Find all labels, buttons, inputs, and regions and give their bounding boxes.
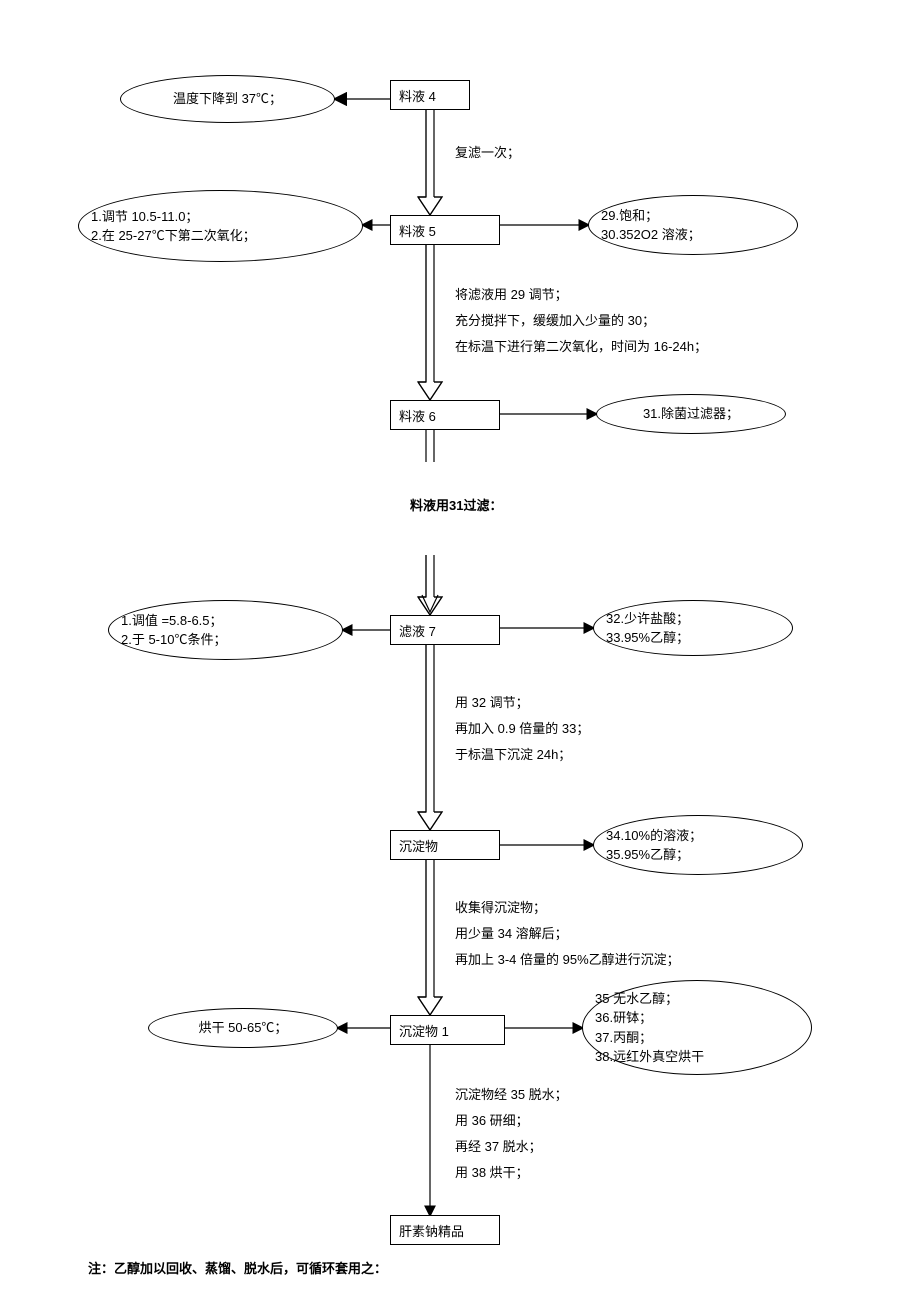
ellipse-cond-5: 1.调节 10.5-11.0；2.在 25-27℃下第二次氧化； [78, 190, 363, 262]
step-line: 复滤一次； [455, 140, 520, 166]
step-line: 再加上 3-4 倍量的 95%乙醇进行沉淀； [455, 947, 680, 973]
box-label: 料液 6 [399, 406, 436, 425]
ellipse-line: 38.远红外真空烘干 [595, 1047, 799, 1067]
step-line: 用少量 34 溶解后； [455, 921, 680, 947]
step-line: 将滤液用 29 调节； [455, 282, 707, 308]
step-line: 在标温下进行第二次氧化，时间为 16-24h； [455, 334, 707, 360]
ellipse-right-7: 32.少许盐酸；33.95%乙醇； [593, 600, 793, 656]
box-liquid-5: 料液 5 [390, 215, 500, 245]
step-line: 沉淀物经 35 脱水； [455, 1082, 568, 1108]
box-precip: 沉淀物 [390, 830, 500, 860]
step-7-8: 用 32 调节；再加入 0.9 倍量的 33；于标温下沉淀 24h； [455, 690, 589, 768]
ellipse-line: 35.95%乙醇； [606, 845, 790, 865]
ellipse-line: 29.饱和； [601, 206, 785, 226]
box-label: 料液 5 [399, 221, 436, 240]
step-line: 收集得沉淀物； [455, 895, 680, 921]
box-liquid-4: 料液 4 [390, 80, 470, 110]
ellipse-line: 31.除菌过滤器； [643, 404, 739, 424]
footnote: 注：乙醇加以回收、蒸馏、脱水后，可循环套用之： [88, 1258, 387, 1277]
ellipse-line: 2.于 5-10℃条件； [121, 630, 330, 650]
step-line: 再加入 0.9 倍量的 33； [455, 716, 589, 742]
step-line: 充分搅拌下，缓缓加入少量的 30； [455, 308, 707, 334]
ellipse-line: 37.丙酮； [595, 1028, 799, 1048]
ellipse-cond-9: 烘干 50-65℃； [148, 1008, 338, 1048]
ellipse-line: 32.少许盐酸； [606, 609, 780, 629]
ellipse-line: 30.352O2 溶液； [601, 225, 785, 245]
box-label: 滤液 7 [399, 621, 436, 640]
ellipse-line: 温度下降到 37℃； [173, 89, 282, 109]
ellipse-right-8: 34.10%的溶液；35.95%乙醇； [593, 815, 803, 875]
step-line: 用 36 研细； [455, 1108, 568, 1134]
step-4-5: 复滤一次； [455, 140, 520, 166]
ellipse-line: 35 无水乙醇； [595, 989, 799, 1009]
step-line: 用 38 烘干； [455, 1160, 568, 1186]
box-filtrate-7: 滤液 7 [390, 615, 500, 645]
ellipse-line: 1.调节 10.5-11.0； [91, 207, 350, 227]
step-5-6: 将滤液用 29 调节；充分搅拌下，缓缓加入少量的 30；在标温下进行第二次氧化，… [455, 282, 707, 360]
box-label: 肝素钠精品 [399, 1221, 464, 1240]
step-line: 用 32 调节； [455, 690, 589, 716]
ellipse-line: 34.10%的溶液； [606, 826, 790, 846]
ellipse-right-9: 35 无水乙醇；36.研钵；37.丙酮；38.远红外真空烘干 [582, 980, 812, 1075]
step-line: 于标温下沉淀 24h； [455, 742, 589, 768]
ellipse-line: 1.调值 =5.8-6.5； [121, 611, 330, 631]
ellipse-line: 36.研钵； [595, 1008, 799, 1028]
box-liquid-6: 料液 6 [390, 400, 500, 430]
step-line: 再经 37 脱水； [455, 1134, 568, 1160]
box-precip-1: 沉淀物 1 [390, 1015, 505, 1045]
step-8-9: 收集得沉淀物；用少量 34 溶解后；再加上 3-4 倍量的 95%乙醇进行沉淀； [455, 895, 680, 973]
flowchart-canvas: 温度下降到 37℃； 1.调节 10.5-11.0；2.在 25-27℃下第二次… [0, 0, 920, 1303]
ellipse-temp37: 温度下降到 37℃； [120, 75, 335, 123]
ellipse-line: 2.在 25-27℃下第二次氧化； [91, 226, 350, 246]
ellipse-cond-7: 1.调值 =5.8-6.5；2.于 5-10℃条件； [108, 600, 343, 660]
ellipse-line: 33.95%乙醇； [606, 628, 780, 648]
box-label: 沉淀物 [399, 836, 438, 855]
box-label: 沉淀物 1 [399, 1021, 449, 1040]
ellipse-right-6: 31.除菌过滤器； [596, 394, 786, 434]
box-product: 肝素钠精品 [390, 1215, 500, 1245]
box-label: 料液 4 [399, 86, 436, 105]
step-9-10: 沉淀物经 35 脱水；用 36 研细；再经 37 脱水；用 38 烘干； [455, 1082, 568, 1186]
mid-caption: 料液用31过滤： [410, 495, 502, 514]
ellipse-right-5: 29.饱和；30.352O2 溶液； [588, 195, 798, 255]
ellipse-line: 烘干 50-65℃； [199, 1018, 288, 1038]
